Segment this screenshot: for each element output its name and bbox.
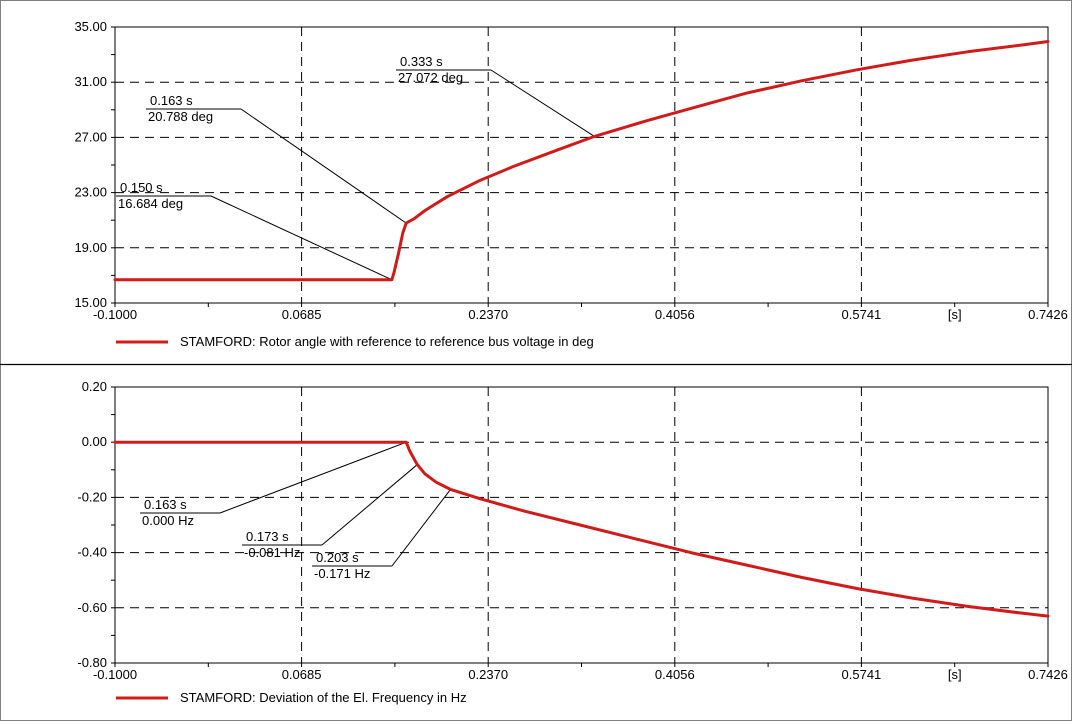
x-tick-label: -0.1000 bbox=[93, 307, 137, 322]
annotation-leader-line bbox=[321, 464, 418, 546]
y-tick-label: -0.40 bbox=[77, 545, 107, 560]
y-tick-label: -0.60 bbox=[77, 600, 107, 615]
annotation-value-label: -0.081 Hz bbox=[244, 545, 300, 560]
chart-panel-1: 15.00 19.00 23.00 27.00 31.00 35.00 -0.1000 0.0… bbox=[74, 19, 1067, 349]
chart-panel-2: -0.80 -0.60 -0.40 -0.20 0.00 0.20 -0.1000 0.068… bbox=[77, 379, 1068, 705]
x-tick-label: -0.1000 bbox=[93, 667, 137, 682]
annotation-leader-line bbox=[210, 195, 393, 281]
x-tick-label: 0.2370 bbox=[468, 307, 508, 322]
y-tick-label: 27.00 bbox=[74, 129, 107, 144]
annotation-leader-line bbox=[391, 489, 451, 567]
y-tick-label: 23.00 bbox=[74, 185, 107, 200]
annotation-leader-line bbox=[219, 441, 407, 514]
legend-label: STAMFORD: Deviation of the El. Frequency… bbox=[180, 690, 467, 705]
plot-area bbox=[114, 26, 1049, 304]
series-line bbox=[113, 440, 1050, 618]
x-unit-label: [s] bbox=[948, 307, 962, 322]
series-line bbox=[113, 40, 1050, 282]
annotation-time-label: 0.333 s bbox=[400, 54, 443, 69]
x-tick-label: 0.2370 bbox=[468, 667, 508, 682]
y-tick-label: 0.20 bbox=[82, 379, 107, 394]
annotation-time-label: 0.150 s bbox=[120, 180, 163, 195]
legend-label: STAMFORD: Rotor angle with reference to … bbox=[180, 334, 594, 349]
annotation-value-label: 20.788 deg bbox=[148, 109, 213, 124]
annotation-time-label: 0.173 s bbox=[246, 529, 289, 544]
annotation-leader-line bbox=[240, 108, 407, 224]
annotation-time-label: 0.163 s bbox=[144, 497, 187, 512]
x-tick-label: 0.7426 bbox=[1028, 307, 1068, 322]
annotation-value-label: 16.684 deg bbox=[118, 196, 183, 211]
annotation-value-label: -0.171 Hz bbox=[314, 566, 370, 581]
y-tick-label: -0.20 bbox=[77, 489, 107, 504]
y-tick-label: 35.00 bbox=[74, 19, 107, 34]
y-tick-label: 15.00 bbox=[74, 295, 107, 310]
y-tick-label: 0.00 bbox=[82, 434, 107, 449]
y-tick-label: 31.00 bbox=[74, 74, 107, 89]
annotation-time-label: 0.163 s bbox=[150, 93, 193, 108]
annotation-leader-line bbox=[490, 69, 595, 137]
annotation-value-label: 0.000 Hz bbox=[142, 513, 194, 528]
x-tick-label: 0.7426 bbox=[1028, 667, 1068, 682]
annotation-time-label: 0.203 s bbox=[316, 550, 359, 565]
y-tick-label: -0.80 bbox=[77, 655, 107, 670]
annotation-value-label: 27.072 deg bbox=[398, 70, 463, 85]
x-tick-label: 0.5741 bbox=[842, 667, 882, 682]
x-unit-label: [s] bbox=[948, 667, 962, 682]
x-tick-label: 0.4056 bbox=[655, 667, 695, 682]
x-tick-label: 0.5741 bbox=[842, 307, 882, 322]
x-tick-label: 0.0685 bbox=[282, 667, 322, 682]
x-tick-label: 0.0685 bbox=[282, 307, 322, 322]
x-tick-label: 0.4056 bbox=[655, 307, 695, 322]
y-tick-label: 19.00 bbox=[74, 240, 107, 255]
